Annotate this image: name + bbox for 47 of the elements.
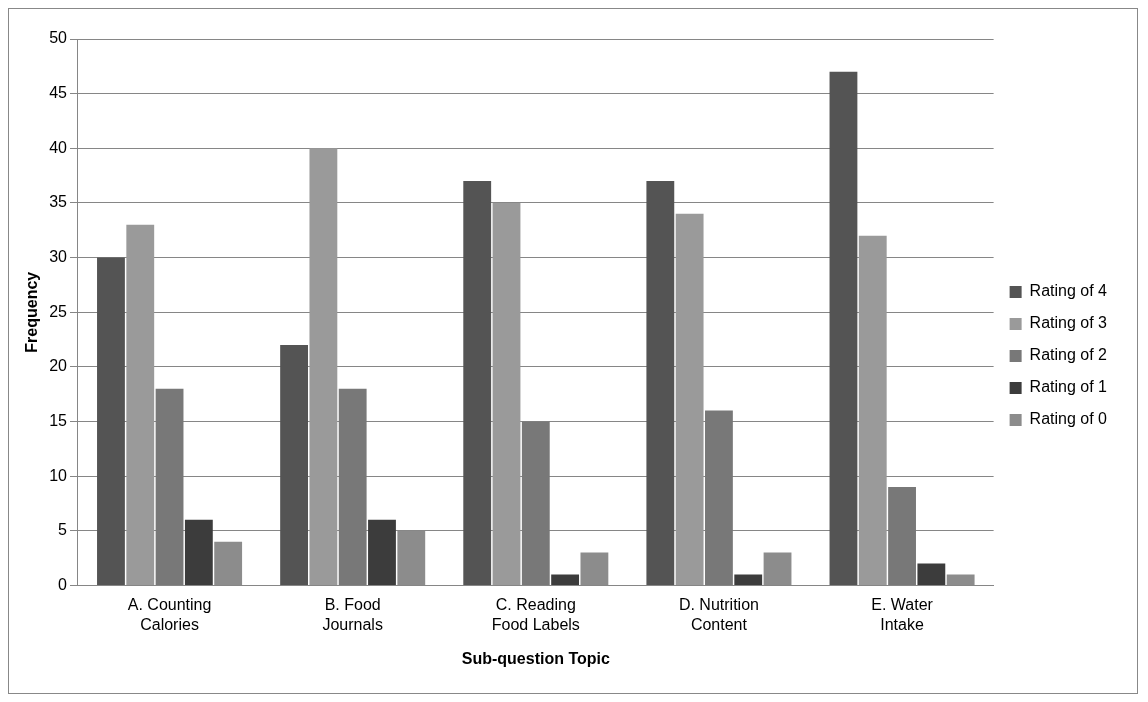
y-tick-label: 25 xyxy=(49,302,68,320)
bar xyxy=(829,71,858,585)
legend-label: Rating of 0 xyxy=(1029,410,1108,428)
bar xyxy=(521,421,550,585)
y-axis-title: Frequency xyxy=(23,271,41,353)
bar xyxy=(280,344,308,585)
y-tick-label: 20 xyxy=(49,357,68,375)
x-tick-label: C. Reading Food Labels xyxy=(491,596,580,633)
bar xyxy=(675,213,704,585)
y-tick-label: 35 xyxy=(49,193,68,211)
bar xyxy=(917,563,946,585)
y-tick-label: 0 xyxy=(58,575,68,593)
bar xyxy=(184,519,213,585)
bar xyxy=(309,148,338,585)
bar xyxy=(126,224,155,585)
bar xyxy=(338,388,367,585)
bar xyxy=(946,574,975,585)
bar xyxy=(646,181,675,585)
bar xyxy=(492,202,521,585)
y-tick-label: 15 xyxy=(49,411,68,429)
bar xyxy=(734,574,763,585)
x-tick-label: A. Counting Calories xyxy=(127,596,212,633)
x-tick-label: B. Food Journals xyxy=(322,596,383,633)
legend-label: Rating of 4 xyxy=(1029,282,1108,300)
bar xyxy=(97,257,125,585)
legend-label: Rating of 2 xyxy=(1029,346,1108,364)
y-tick-label: 50 xyxy=(49,29,68,47)
bar xyxy=(580,552,609,585)
bar xyxy=(214,541,243,585)
bar xyxy=(368,519,396,585)
legend-label: Rating of 3 xyxy=(1029,314,1108,332)
y-tick-label: 45 xyxy=(49,84,68,102)
y-tick-label: 5 xyxy=(58,521,68,539)
y-tick-label: 30 xyxy=(49,247,68,265)
bar xyxy=(858,235,887,585)
y-tick-label: 40 xyxy=(49,138,68,156)
bar xyxy=(155,388,184,585)
bar xyxy=(705,410,733,585)
x-tick-label: D. Nutrition Content xyxy=(678,596,759,633)
legend-label: Rating of 1 xyxy=(1029,378,1108,396)
x-tick-label: E. Water Intake xyxy=(871,596,934,633)
bar xyxy=(551,574,580,585)
bar xyxy=(763,552,792,585)
x-axis-title: Sub-question Topic xyxy=(461,649,610,667)
bar xyxy=(888,487,916,585)
bar xyxy=(463,181,492,585)
y-tick-label: 10 xyxy=(49,466,68,484)
